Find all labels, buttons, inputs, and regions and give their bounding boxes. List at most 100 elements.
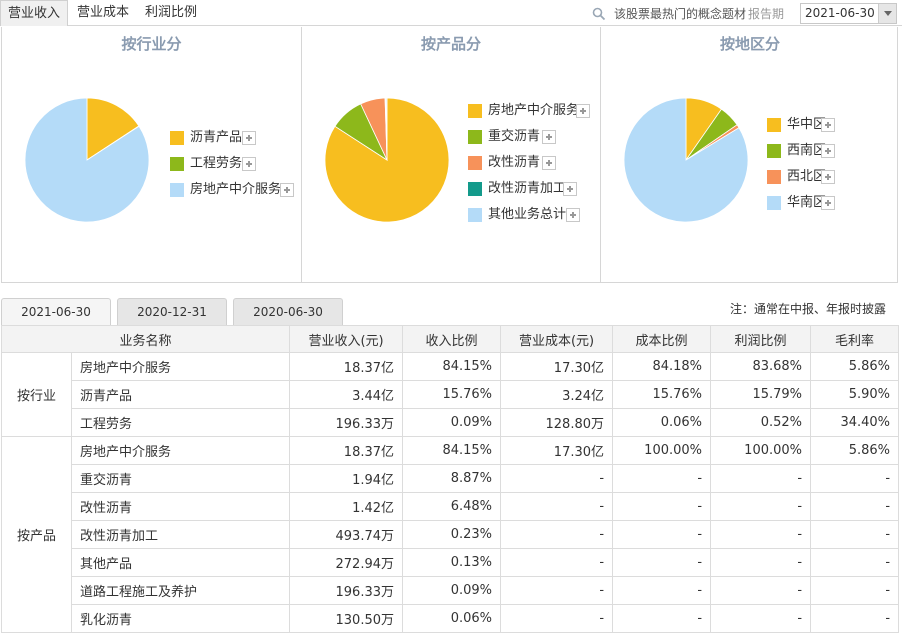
disclosure-note: 注：通常在中报、年报时披露 bbox=[730, 302, 887, 316]
value-cell: 0.09% bbox=[402, 408, 502, 437]
value-cell: 0.06% bbox=[612, 408, 712, 437]
report-date-select[interactable]: 2021-06-30 bbox=[800, 3, 897, 24]
legend-swatch bbox=[170, 131, 184, 145]
legend-label: 西南区 bbox=[787, 143, 827, 158]
report-period-label: 报告期 bbox=[748, 7, 785, 21]
panel-by-industry: 按行业分 沥青产品 工程劳务 房地产中介服务 bbox=[2, 27, 301, 282]
legend-label: 华中区 bbox=[787, 117, 827, 132]
legend-label: 改性沥青加工 bbox=[488, 181, 567, 196]
table-row: 道路工程施工及养护 196.33万 0.09% - - - - bbox=[2, 576, 900, 605]
value-cell: - bbox=[500, 464, 614, 493]
expand-plus-icon[interactable] bbox=[242, 131, 256, 145]
value-cell: 0.52% bbox=[710, 408, 812, 437]
expand-plus-icon[interactable] bbox=[821, 196, 835, 210]
expand-plus-icon[interactable] bbox=[576, 104, 590, 118]
expand-plus-icon[interactable] bbox=[566, 208, 580, 222]
expand-plus-icon[interactable] bbox=[821, 144, 835, 158]
expand-plus-icon[interactable] bbox=[821, 118, 835, 132]
concept-search[interactable]: 该股票最热门的概念题材 bbox=[588, 4, 748, 24]
value-cell: - bbox=[710, 604, 812, 633]
value-cell: - bbox=[500, 520, 614, 549]
business-name-cell: 沥青产品 bbox=[70, 380, 291, 409]
value-cell: - bbox=[612, 604, 712, 633]
value-cell: 196.33万 bbox=[289, 408, 404, 437]
pie-slice[interactable] bbox=[24, 97, 150, 223]
value-cell: 272.94万 bbox=[289, 548, 404, 577]
table-row: 按产品 房地产中介服务 18.37亿 84.15% 17.30亿 100.00% 100.0… bbox=[1, 436, 900, 633]
col-header: 成本比例 bbox=[612, 325, 712, 353]
pie-slice[interactable] bbox=[623, 97, 749, 223]
expand-plus-icon[interactable] bbox=[821, 170, 835, 184]
col-header: 利润比例 bbox=[710, 325, 812, 353]
period-tab-3[interactable]: 2020-06-30 bbox=[233, 298, 343, 325]
panel-title: 按行业分 bbox=[121, 35, 182, 53]
value-cell: 17.30亿 bbox=[500, 436, 614, 465]
value-cell: 100.00% bbox=[710, 436, 812, 465]
col-header: 毛利率 bbox=[810, 325, 900, 353]
value-cell: - bbox=[710, 548, 812, 577]
value-cell: 34.40% bbox=[810, 408, 900, 437]
expand-plus-icon[interactable] bbox=[542, 130, 556, 144]
pie-slice[interactable] bbox=[86, 97, 140, 161]
value-cell: 130.50万 bbox=[289, 604, 404, 633]
legend-swatch bbox=[767, 170, 781, 184]
expand-plus-icon[interactable] bbox=[563, 182, 577, 196]
value-cell: - bbox=[810, 520, 900, 549]
legend-swatch bbox=[767, 196, 781, 210]
report-date-value: 2021-06-30 bbox=[805, 6, 875, 20]
expand-plus-icon[interactable] bbox=[542, 156, 556, 170]
period-tab-1[interactable]: 2021-06-30 bbox=[1, 298, 111, 325]
value-cell: - bbox=[500, 604, 614, 633]
value-cell: 196.33万 bbox=[289, 576, 404, 605]
value-cell: 84.15% bbox=[402, 352, 502, 381]
value-cell: 1.94亿 bbox=[289, 464, 404, 493]
value-cell: 83.68% bbox=[710, 352, 812, 381]
value-cell: 3.44亿 bbox=[289, 380, 404, 409]
value-cell: 18.37亿 bbox=[289, 436, 404, 465]
value-cell: - bbox=[710, 492, 812, 521]
search-icon bbox=[592, 7, 606, 21]
col-header: 营业收入(元) bbox=[289, 325, 404, 353]
tab-profit-ratio[interactable]: 利润比例 bbox=[144, 5, 197, 20]
value-cell: 84.15% bbox=[402, 436, 502, 465]
value-cell: - bbox=[810, 604, 900, 633]
legend-label: 华南区 bbox=[787, 195, 827, 210]
value-cell: 0.09% bbox=[402, 576, 502, 605]
value-cell: 5.86% bbox=[810, 352, 900, 381]
panel-title: 按产品分 bbox=[420, 35, 481, 53]
legend-label: 房地产中介服务 bbox=[488, 103, 580, 118]
tab-revenue[interactable]: 营业收入 bbox=[0, 0, 68, 26]
value-cell: - bbox=[612, 548, 712, 577]
chevron-down-icon[interactable] bbox=[878, 4, 896, 23]
period-tab-2[interactable]: 2020-12-31 bbox=[117, 298, 227, 325]
value-cell: - bbox=[810, 464, 900, 493]
value-cell: 5.86% bbox=[810, 436, 900, 465]
value-cell: - bbox=[810, 492, 900, 521]
tab-cost[interactable]: 营业成本 bbox=[76, 5, 129, 20]
legend-label: 重交沥青 bbox=[488, 129, 541, 144]
value-cell: - bbox=[810, 576, 900, 605]
business-name-cell: 重交沥青 bbox=[70, 464, 291, 493]
value-cell: - bbox=[612, 464, 712, 493]
expand-plus-icon[interactable] bbox=[242, 157, 256, 171]
legend-swatch bbox=[468, 182, 482, 196]
value-cell: 6.48% bbox=[402, 492, 502, 521]
table-row: 按行业 房地产中介服务 18.37亿 84.15% 17.30亿 84.18% 83.68%… bbox=[1, 352, 900, 437]
product-pie-chart bbox=[324, 97, 450, 223]
table-row: 重交沥青 1.94亿 8.87% - - - - bbox=[2, 464, 900, 493]
business-name-cell: 改性沥青加工 bbox=[70, 520, 291, 549]
legend-label: 西北区 bbox=[787, 169, 827, 184]
pie-slice[interactable] bbox=[385, 97, 388, 161]
value-cell: 0.13% bbox=[402, 548, 502, 577]
legend-label: 沥青产品 bbox=[190, 130, 243, 145]
legend-swatch bbox=[468, 104, 482, 118]
value-cell: 5.90% bbox=[810, 380, 900, 409]
table-row: 改性沥青 1.42亿 6.48% - - - - bbox=[2, 492, 900, 521]
top-tab-bar: 营业收入 营业成本 利润比例 该股票最热门的概念题材 报告期 2021-06-3… bbox=[0, 0, 902, 26]
business-name-cell: 工程劳务 bbox=[70, 408, 291, 437]
expand-plus-icon[interactable] bbox=[280, 183, 294, 197]
panel-title: 按地区分 bbox=[719, 35, 780, 53]
value-cell: - bbox=[612, 576, 712, 605]
legend-swatch bbox=[468, 156, 482, 170]
business-name-cell: 乳化沥青 bbox=[70, 604, 291, 633]
